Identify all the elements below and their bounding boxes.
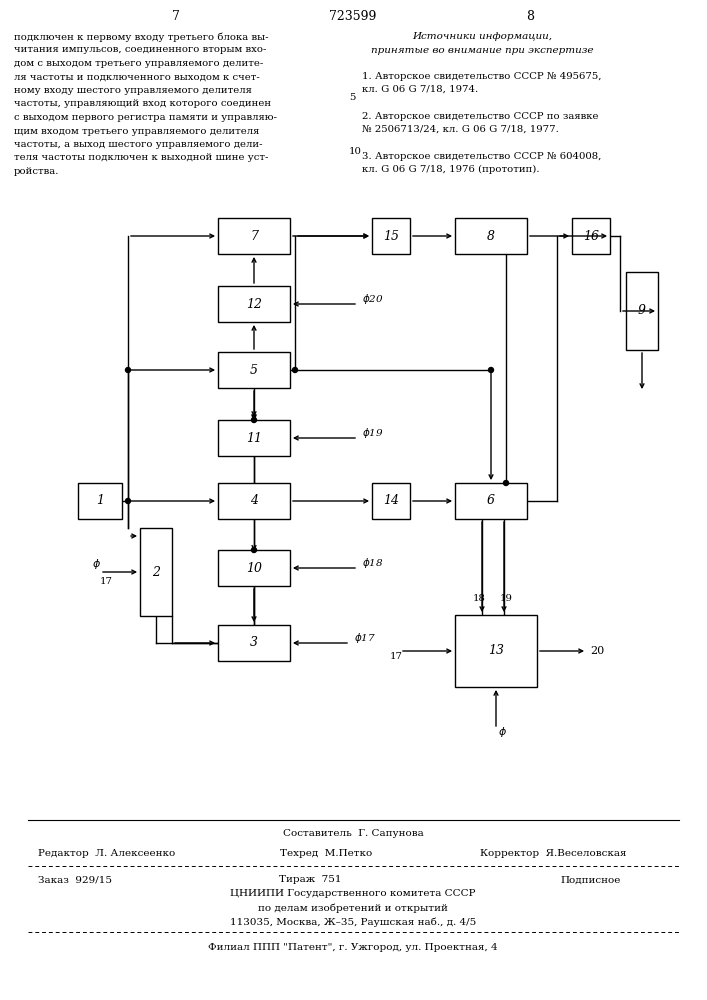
Text: $\phi$20: $\phi$20 [362,292,384,306]
Text: 723599: 723599 [329,9,377,22]
Bar [218,352,290,388]
Bar [218,286,290,322]
Text: кл. G 06 G 7/18, 1976 (прототип).: кл. G 06 G 7/18, 1976 (прототип). [362,165,539,174]
Text: 7: 7 [250,230,258,242]
Text: частоты, а выход шестого управляемого дели-: частоты, а выход шестого управляемого де… [14,140,262,149]
Text: 14: 14 [383,494,399,508]
Bar [78,483,122,519]
Text: $\phi$: $\phi$ [91,557,100,571]
Text: 3. Авторское свидетельство СССР № 604008,: 3. Авторское свидетельство СССР № 604008… [362,152,602,161]
Text: 8: 8 [526,9,534,22]
Bar [140,528,172,616]
Text: Подписное: Подписное [560,876,620,884]
Text: 19: 19 [500,594,513,603]
Circle shape [252,418,257,422]
Bar [372,483,410,519]
Text: $\phi$17: $\phi$17 [354,631,376,645]
Text: Источники информации,: Источники информации, [412,32,552,41]
Text: дом с выходом третьего управляемого делите-: дом с выходом третьего управляемого дели… [14,59,263,68]
Text: 1: 1 [96,494,104,508]
Circle shape [503,481,508,486]
Text: 4: 4 [250,494,258,508]
Text: читания импульсов, соединенного вторым вхо-: читания импульсов, соединенного вторым в… [14,45,267,54]
Text: 18: 18 [472,594,486,603]
Text: 2: 2 [152,566,160,578]
Bar [218,550,290,586]
Text: ройства.: ройства. [14,167,59,176]
Text: 3: 3 [250,637,258,650]
Text: по делам изобретений и открытий: по делам изобретений и открытий [258,903,448,913]
Text: Корректор  Я.Веселовская: Корректор Я.Веселовская [480,848,626,857]
Circle shape [126,367,131,372]
Bar [572,218,610,254]
Text: 16: 16 [583,230,599,242]
Bar [455,615,537,687]
Text: 12: 12 [246,298,262,310]
Bar [455,483,527,519]
Bar [218,218,290,254]
Text: 10: 10 [349,147,362,156]
Text: 20: 20 [590,646,604,656]
Text: принятые во внимание при экспертизе: принятые во внимание при экспертизе [370,46,593,55]
Bar [626,272,658,350]
Bar [455,218,527,254]
Text: Заказ  929/15: Заказ 929/15 [38,876,112,884]
Text: № 2506713/24, кл. G 06 G 7/18, 1977.: № 2506713/24, кл. G 06 G 7/18, 1977. [362,125,559,134]
Text: 8: 8 [487,230,495,242]
Text: 9: 9 [638,304,646,318]
Bar [218,483,290,519]
Text: $\phi$18: $\phi$18 [362,556,384,570]
Text: кл. G 06 G 7/18, 1974.: кл. G 06 G 7/18, 1974. [362,85,478,94]
Bar [218,625,290,661]
Text: 7: 7 [172,9,180,22]
Text: $\phi$: $\phi$ [498,725,507,739]
Text: 6: 6 [487,494,495,508]
Circle shape [126,498,131,504]
Text: ЦНИИПИ Государственного комитета СССР: ЦНИИПИ Государственного комитета СССР [230,890,476,898]
Text: с выходом первого регистра памяти и управляю-: с выходом первого регистра памяти и упра… [14,113,277,122]
Text: щим входом третьего управляемого делителя: щим входом третьего управляемого делител… [14,126,259,135]
Text: Техред  М.Петко: Техред М.Петко [280,848,373,857]
Text: $\phi$19: $\phi$19 [362,426,384,440]
Text: 13: 13 [488,645,504,658]
Circle shape [489,367,493,372]
Text: 15: 15 [383,230,399,242]
Text: 2. Авторское свидетельство СССР по заявке: 2. Авторское свидетельство СССР по заявк… [362,112,599,121]
Bar [372,218,410,254]
Circle shape [252,548,257,552]
Text: частоты, управляющий вход которого соединен: частоты, управляющий вход которого соеди… [14,100,271,108]
Text: 10: 10 [246,562,262,574]
Text: Редактор  Л. Алексеенко: Редактор Л. Алексеенко [38,848,175,857]
Text: Тираж  751: Тираж 751 [279,876,341,884]
Text: теля частоты подключен к выходной шине уст-: теля частоты подключен к выходной шине у… [14,153,269,162]
Bar [218,420,290,456]
Text: 17: 17 [100,578,112,586]
Text: 11: 11 [246,432,262,444]
Text: Филиал ППП "Патент", г. Ужгород, ул. Проектная, 4: Филиал ППП "Патент", г. Ужгород, ул. Про… [208,942,498,952]
Text: 17: 17 [390,652,402,661]
Text: ля частоты и подключенного выходом к счет-: ля частоты и подключенного выходом к сче… [14,73,259,82]
Text: 5: 5 [250,363,258,376]
Text: подключен к первому входу третьего блока вы-: подключен к первому входу третьего блока… [14,32,269,41]
Circle shape [293,367,298,372]
Text: 1. Авторское свидетельство СССР № 495675,: 1. Авторское свидетельство СССР № 495675… [362,72,602,81]
Text: 5: 5 [349,94,356,103]
Text: Составитель  Г. Сапунова: Составитель Г. Сапунова [283,830,423,838]
Text: ному входу шестого управляемого делителя: ному входу шестого управляемого делителя [14,86,252,95]
Text: 113035, Москва, Ж–35, Раушская наб., д. 4/5: 113035, Москва, Ж–35, Раушская наб., д. … [230,917,476,927]
